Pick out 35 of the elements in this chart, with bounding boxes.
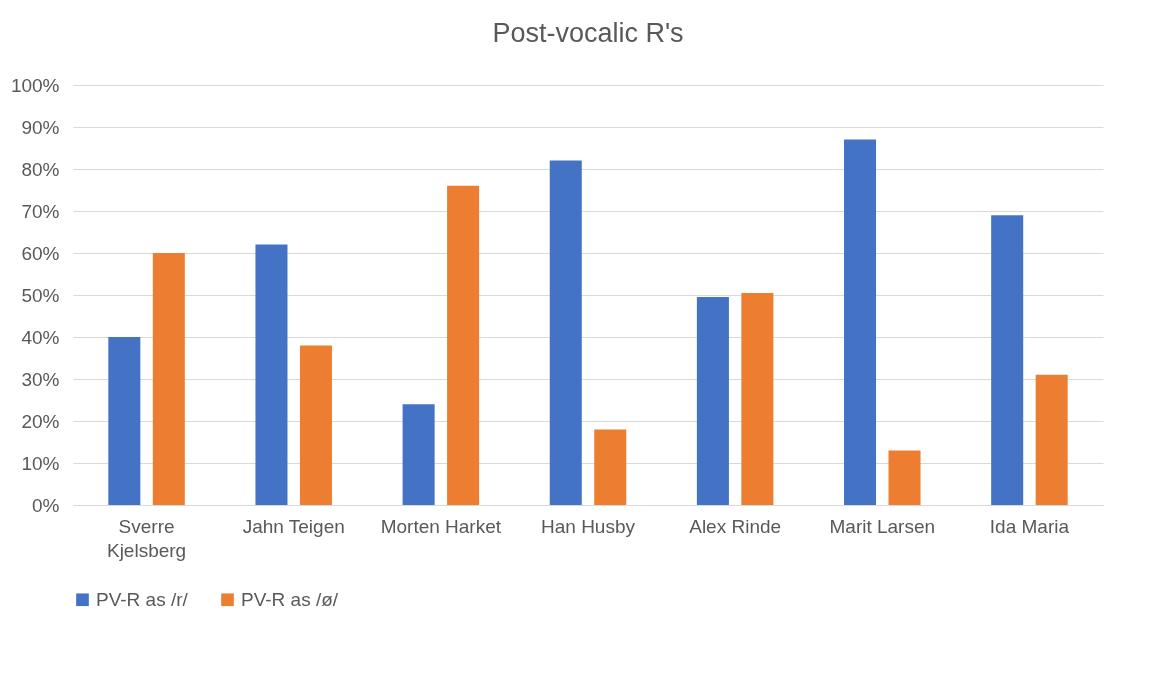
bar [299,345,332,505]
bar [1035,374,1068,505]
bar [152,253,185,505]
x-tick-label: Marit Larsen [829,515,936,537]
bar [991,215,1024,505]
y-tick-label: 30% [21,368,60,390]
legend-label: PV-R as /ø/ [241,588,339,610]
y-tick-label: 10% [21,452,60,474]
bar [447,185,480,505]
bar [594,429,627,505]
x-tick-label: Han Husby [541,515,636,537]
bar [549,160,582,505]
bar [108,337,141,505]
y-tick-label: 60% [21,242,60,264]
chart-title: Post-vocalic R's [492,18,684,48]
bar [741,292,774,505]
y-tick-label: 40% [21,326,60,348]
bar [696,297,729,505]
x-tick-label: Morten Harket [380,515,502,537]
x-tick-label: Sverre Kjelsberg [106,515,187,561]
y-tick-label: 70% [21,200,60,222]
y-tick-label: 90% [21,116,60,138]
bar [844,139,877,505]
y-tick-label: 20% [21,410,60,432]
y-tick-label: 100% [10,74,60,96]
bar [402,404,435,505]
y-tick-label: 0% [32,494,60,516]
x-tick-label: Jahn Teigen [242,515,345,537]
y-tick-label: 80% [21,158,60,180]
x-tick-label: Ida Maria [989,515,1070,537]
y-tick-label: 50% [21,284,60,306]
bar [255,244,288,505]
x-tick-label: Alex Rinde [689,515,782,537]
bar [888,450,921,505]
legend-label: PV-R as /r/ [96,588,189,610]
